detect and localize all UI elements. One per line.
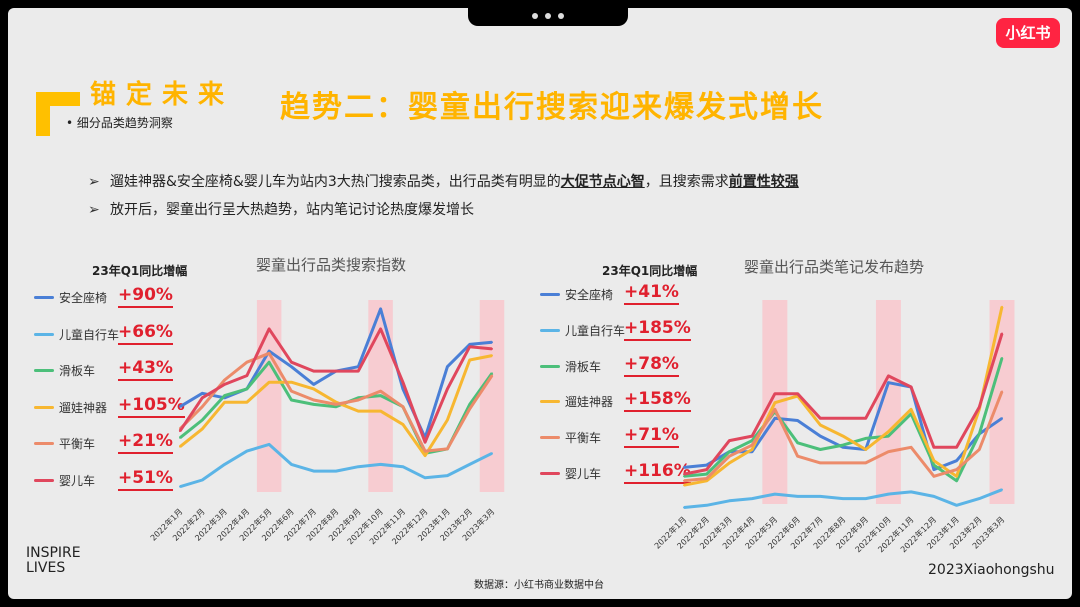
legend-swatch — [34, 442, 54, 445]
brand-title: 锚定未来 — [90, 80, 235, 110]
growth-percent: +78% — [624, 354, 679, 377]
window-notch — [468, 8, 628, 26]
legend-label: 滑板车 — [59, 364, 96, 378]
arrow-icon: ➢ — [88, 202, 100, 218]
growth-percent: +21% — [118, 431, 173, 454]
brand-corner-mark — [36, 92, 80, 136]
data-source: 数据源：小红书商业数据中台 — [474, 580, 604, 591]
legend-swatch — [540, 436, 560, 440]
growth-percent: +41% — [624, 282, 679, 305]
legend-label: 儿童自行车 — [565, 323, 626, 338]
legend-swatch — [34, 369, 54, 372]
legend-label: 儿童自行车 — [59, 327, 120, 342]
legend-swatch — [540, 364, 560, 368]
legend-swatch — [34, 332, 54, 336]
dot-icon — [532, 13, 538, 19]
legend-swatch — [540, 400, 560, 404]
arrow-icon: ➢ — [88, 174, 100, 190]
growth-percent: +71% — [624, 425, 679, 449]
inspire-lives-text: INSPIRE LIVES — [26, 546, 81, 576]
bullet-text: 放开后，婴童出行呈大热趋势，站内笔记讨论热度爆发增长 — [110, 202, 474, 218]
dot-icon — [558, 13, 564, 19]
growth-percent: +158% — [624, 389, 691, 413]
legend-label: 遛娃神器 — [59, 400, 108, 415]
legend-label: 婴儿车 — [59, 473, 96, 488]
growth-percent: +43% — [118, 358, 173, 381]
chart-title: 婴童出行品类笔记发布趋势 — [744, 258, 925, 276]
growth-percent: +116% — [624, 461, 691, 484]
legend-swatch — [34, 296, 54, 299]
inspire-line: INSPIRE — [26, 545, 81, 561]
growth-percent: +51% — [118, 468, 173, 491]
legend-label: 遛娃神器 — [565, 395, 614, 410]
legend-swatch — [540, 328, 560, 332]
growth-percent: +105% — [118, 395, 185, 418]
legend-label: 安全座椅 — [59, 291, 108, 305]
legend-label: 滑板车 — [565, 359, 602, 374]
growth-percent: +66% — [118, 322, 173, 345]
lives-line: LIVES — [26, 560, 66, 576]
legend-swatch — [540, 472, 560, 475]
bullet-item: ➢ 遛娃神器&安全座椅&婴儿车为站内3大热门搜索品类，出行品类有明显的大促节点心智… — [88, 168, 799, 196]
legend-label: 平衡车 — [59, 437, 96, 451]
legend-label: 平衡车 — [565, 431, 602, 446]
dot-icon — [545, 13, 551, 19]
growth-percent: +185% — [624, 318, 691, 341]
legend-swatch — [540, 293, 560, 296]
bullet-list: ➢ 遛娃神器&安全座椅&婴儿车为站内3大热门搜索品类，出行品类有明显的大促节点心智… — [88, 168, 799, 224]
bullet-emphasis: 前置性较强 — [728, 174, 799, 190]
chart-title: 婴童出行品类搜索指数 — [256, 256, 407, 274]
growth-label: 23年Q1同比增幅 — [92, 264, 188, 278]
bullet-text: 遛娃神器&安全座椅&婴儿车为站内3大热门搜索品类，出行品类有明显的 — [110, 174, 561, 190]
growth-label: 23年Q1同比增幅 — [602, 264, 698, 278]
growth-percent: +90% — [118, 285, 173, 308]
brand-subtitle: • 细分品类趋势洞察 — [66, 116, 173, 130]
page-title: 趋势二：婴童出行搜索迎来爆发式增长 — [280, 90, 824, 125]
bullet-emphasis: 大促节点心智 — [560, 174, 645, 190]
bullet-item: ➢ 放开后，婴童出行呈大热趋势，站内笔记讨论热度爆发增长 — [88, 196, 799, 224]
year-brand-text: 2023Xiaohongshu — [928, 562, 1055, 578]
bullet-text: ，且搜索需求 — [644, 174, 729, 190]
legend-label: 婴儿车 — [565, 467, 602, 481]
legend-swatch — [34, 405, 54, 409]
xiaohongshu-logo: 小红书 — [996, 18, 1060, 48]
legend-label: 安全座椅 — [565, 288, 614, 302]
legend-swatch — [34, 478, 54, 482]
